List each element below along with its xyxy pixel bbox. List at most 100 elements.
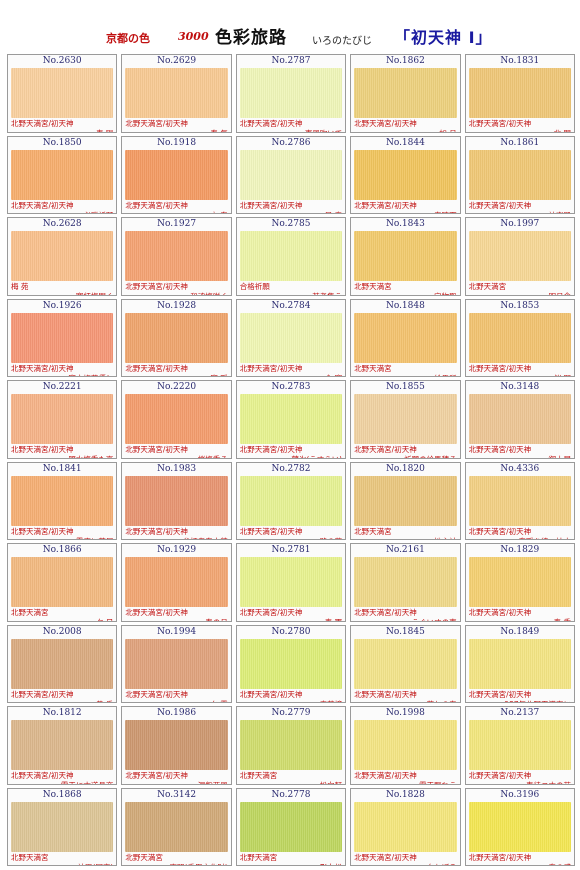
swatch-card[interactable]: No.1868 北野天満宮社殿(国宝): [7, 787, 118, 866]
swatch-card[interactable]: No.1820 北野天満宮地主社: [350, 461, 461, 540]
swatch-color-name: 春 香: [468, 618, 571, 621]
swatch-card[interactable]: No.2783 北野天満宮/初天神薄氷(うすらい): [235, 380, 347, 459]
swatch-card[interactable]: No.2782 北野天満宮/初天神路の蕾: [235, 461, 347, 540]
swatch-card[interactable]: No.1994 北野天満宮/初天神夕 霞: [121, 624, 232, 703]
swatch-card[interactable]: No.1855 北野天満宮/初天神祈願の絵馬積る: [350, 380, 461, 459]
swatch-card[interactable]: No.1829 北野天満宮/初天神春 香: [464, 543, 575, 622]
swatch-number: No.3196: [500, 789, 540, 800]
swatch-color-name: 春暖を待つ枯木: [468, 537, 572, 540]
swatch-card[interactable]: No.1849 北野天満宮/初天神987年北野天満宮に: [464, 624, 575, 703]
color-swatch: [11, 394, 114, 444]
swatch-location: 北野天満宮/初天神: [354, 852, 417, 862]
swatch-number: No.1994: [157, 626, 197, 637]
swatch-color-name: 地主社: [353, 537, 457, 540]
color-swatch: [239, 557, 343, 607]
color-swatch: [11, 557, 114, 607]
swatch-card[interactable]: No.1997 北野天満宮明月舎: [464, 217, 575, 296]
color-swatch: [468, 475, 572, 526]
swatch-card[interactable]: No.1841 北野天満宮/初天神露店に花屋: [7, 461, 118, 540]
swatch-number: No.2783: [271, 382, 311, 392]
page-header: 京都の色 3000 色彩旅路 いろのたびじ 「初天神 Ⅰ」: [0, 0, 580, 52]
color-swatch: [468, 720, 572, 770]
color-swatch: [468, 149, 572, 200]
swatch-card[interactable]: No.1866 北野天満宮夕 日: [7, 543, 118, 622]
swatch-color-name: 春菜摘: [239, 700, 343, 703]
swatch-color-name: 影向松: [239, 863, 343, 866]
color-swatch: [125, 720, 229, 770]
swatch-card[interactable]: No.2630 北野天満宮/初天神春 陽: [7, 54, 118, 133]
swatch-card[interactable]: No.3148 北野天満宮/初天神御土居: [464, 380, 575, 459]
color-swatch: [11, 720, 114, 770]
swatch-location: 北野天満宮/初天神: [468, 363, 532, 373]
swatch-number: No.1926: [42, 300, 82, 311]
swatch-card[interactable]: No.2778 北野天満宮影向松: [235, 787, 347, 866]
swatch-card[interactable]: No.1845 北野天満宮/初天神暮れの春: [350, 624, 461, 703]
swatch-number: No.2782: [271, 463, 311, 474]
swatch-card[interactable]: No.1918 北野天満宮/初天神立 春: [121, 135, 232, 214]
swatch-card[interactable]: No.2786 北野天満宮/初天神早 春: [235, 135, 347, 214]
swatch-card[interactable]: No.1848 北野天満宮絵馬所: [350, 298, 461, 377]
swatch-number: No.2161: [385, 545, 425, 555]
swatch-color-name: 春時雨: [353, 211, 457, 214]
swatch-card[interactable]: No.1861 北野天満宮/初天神神楽殿: [464, 135, 575, 214]
swatch-number: No.2787: [271, 56, 311, 66]
swatch-card[interactable]: No.2137 北野天満宮/初天神春待つ木の芽: [464, 706, 575, 785]
swatch-card[interactable]: No.1812 北野天満宮/初天神露天に古道具商: [7, 706, 118, 785]
color-swatch: [125, 68, 229, 118]
swatch-number: No.1841: [42, 463, 82, 474]
swatch-color-name: 春の月: [124, 618, 228, 621]
swatch-card[interactable]: No.2628 梅 苑寒紅梅開く: [7, 217, 118, 296]
swatch-card[interactable]: No.1843 北野天満宮宝物殿: [350, 217, 461, 296]
swatch-number: No.1812: [42, 708, 82, 718]
color-swatch: [11, 475, 114, 526]
swatch-number: No.1849: [500, 626, 540, 637]
swatch-card[interactable]: No.2780 北野天満宮/初天神春菜摘: [235, 624, 347, 703]
swatch-card[interactable]: No.2220 北野天満宮/初天神蝋梅香る: [121, 380, 232, 459]
color-swatch: [468, 231, 572, 281]
swatch-number: No.1986: [157, 708, 197, 718]
swatch-color-name: うぐいすの声: [353, 618, 457, 621]
swatch-color-name: 寒衣梅花優し: [10, 374, 113, 377]
swatch-card[interactable]: No.1928 北野天満宮/初天神寒 暖: [121, 298, 232, 377]
swatch-card[interactable]: No.1844 北野天満宮/初天神春時雨: [350, 135, 461, 214]
swatch-number: No.1983: [157, 463, 197, 474]
swatch-card[interactable]: No.2787 北野天満宮/初天神東風吹いて: [235, 54, 347, 133]
swatch-location: 北野天満宮/初天神: [239, 445, 303, 454]
swatch-card[interactable]: No.1828 北野天満宮/初天神夕おぼろ: [350, 787, 461, 866]
swatch-card[interactable]: No.1850 北野天満宮/初天神必勝祈願: [7, 135, 118, 214]
swatch-card[interactable]: No.2161 北野天満宮/初天神うぐいすの声: [350, 543, 461, 622]
swatch-card[interactable]: No.2785 合格祈願若者集う: [235, 217, 347, 296]
swatch-location: 北野天満宮/初天神: [125, 689, 188, 699]
swatch-card[interactable]: No.1831 北野天満宮/初天神北 門: [464, 54, 575, 133]
swatch-card[interactable]: No.2008 北野天満宮/初天神黄 昏: [7, 624, 118, 703]
swatch-location: 北野天満宮/初天神: [354, 445, 417, 454]
swatch-color-name: 祈願の絵馬積る: [353, 455, 457, 458]
swatch-location: 北野天満宮/初天神: [468, 608, 532, 617]
swatch-number: No.1928: [157, 300, 197, 311]
swatch-card[interactable]: No.4336 北野天満宮/初天神春暖を待つ枯木: [464, 461, 575, 540]
color-swatch: [354, 801, 458, 852]
swatch-location: 北野天満宮/初天神: [354, 689, 417, 699]
color-swatch: [11, 801, 114, 852]
swatch-card[interactable]: No.1986 北野天満宮/初天神涅槃西風: [121, 706, 232, 785]
swatch-card[interactable]: No.2629 北野天満宮/初天神春 気: [121, 54, 232, 133]
swatch-card[interactable]: No.1926 北野天満宮/初天神寒衣梅花優し: [7, 298, 118, 377]
swatch-card[interactable]: No.1929 北野天満宮/初天神春の月: [121, 543, 232, 622]
swatch-color-name: 松向軒: [239, 781, 343, 784]
color-swatch: [125, 638, 229, 689]
swatch-card[interactable]: No.2779 北野天満宮松向軒: [235, 706, 347, 785]
swatch-color-name: 寒紅梅開く: [10, 292, 114, 295]
swatch-location: 北野天満宮/初天神: [468, 526, 532, 536]
swatch-card[interactable]: No.1998 北野天満宮/初天神露天賑わう: [350, 706, 461, 785]
swatch-number: No.3142: [157, 789, 197, 800]
swatch-card[interactable]: No.1853 北野天満宮/初天神桜 門: [464, 298, 575, 377]
swatch-card[interactable]: No.2784 北野天満宮/初天神余 寒: [235, 298, 347, 377]
color-swatch: [468, 68, 572, 118]
swatch-card[interactable]: No.3196 北野天満宮/初天神春の感: [464, 787, 575, 866]
swatch-card[interactable]: No.1983 北野天満宮/初天神参拝者春衣装: [121, 461, 232, 540]
swatch-card[interactable]: No.2221 北野天満宮/初天神照水梅香も高: [7, 380, 118, 459]
swatch-card[interactable]: No.2781 北野天満宮/初天神春 雨: [235, 543, 347, 622]
swatch-card[interactable]: No.1862 北野天満宮/初天神如 月: [350, 54, 461, 133]
swatch-card[interactable]: No.1927 北野天満宮/初天神和魂梅咲く: [121, 217, 232, 296]
swatch-card[interactable]: No.3142 北野天満宮東門(重用文化財): [121, 787, 232, 866]
